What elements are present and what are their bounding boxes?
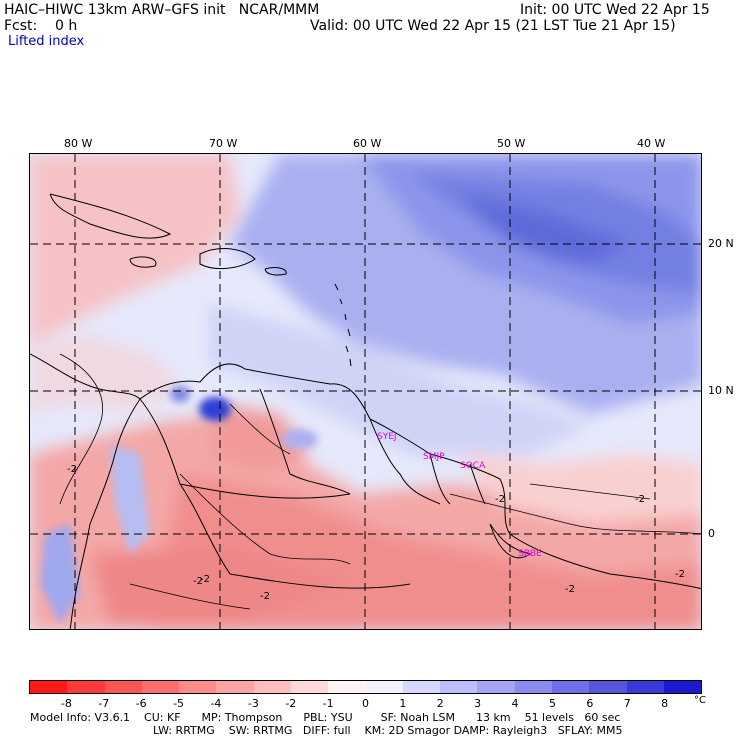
colorbar-tick-label: -8 <box>60 697 72 710</box>
station-label-syej: SYEJ <box>377 432 397 442</box>
contour-label: -2 <box>260 591 270 602</box>
colorbar-swatch <box>253 681 291 693</box>
colorbar-swatch <box>216 681 254 693</box>
colorbar-swatch <box>30 681 68 693</box>
colorbar <box>29 680 702 694</box>
model-physics: LW: RRTMG SW: RRTMG DIFF: full KM: 2D Sm… <box>153 724 623 737</box>
colorbar-tick-label: 6 <box>586 697 594 710</box>
lat-label-0: 0 <box>708 527 715 540</box>
field-label: Lifted index <box>8 34 85 49</box>
colorbar-swatch <box>514 681 552 693</box>
colorbar-tick-label: 7 <box>623 697 631 710</box>
model-title: HAIC–HIWC 13km ARW–GFS init NCAR/MMM <box>4 2 320 18</box>
valid-time: Valid: 00 UTC Wed 22 Apr 15 (21 LST Tue … <box>310 18 676 34</box>
colorbar-tick-label: -7 <box>98 697 110 710</box>
coastlines <box>30 193 701 629</box>
colorbar-tick-label: -4 <box>210 697 222 710</box>
lon-label-70w: 70 W <box>209 137 238 150</box>
colorbar-swatch <box>290 681 329 693</box>
colorbar-swatch <box>440 681 478 693</box>
colorbar-swatch <box>551 681 590 693</box>
contour-label: -2 <box>675 569 685 580</box>
colorbar-tick-label: -2 <box>285 697 297 710</box>
contour-label: -2 <box>565 584 575 595</box>
lon-label-60w: 60 W <box>353 137 382 150</box>
colorbar-unit: °C <box>694 695 706 706</box>
station-label-smjp: SMJP <box>423 452 445 462</box>
contour-label: -2 <box>193 576 203 587</box>
colorbar-swatch <box>663 681 702 693</box>
colorbar-tick-label: -6 <box>135 697 147 710</box>
colorbar-tick-label: 3 <box>474 697 482 710</box>
colorbar-tick-label: 1 <box>399 697 407 710</box>
contour-label: -2 <box>200 574 210 585</box>
colorbar-swatch <box>589 681 627 693</box>
station-label-sbbe: SBBE <box>518 549 542 559</box>
colorbar-swatch <box>67 681 105 693</box>
contour-lines <box>59 353 701 610</box>
contour-label: -2 <box>67 464 77 475</box>
colorbar-tick-label: -3 <box>247 697 259 710</box>
contour-label: -2 <box>635 494 645 505</box>
lon-label-80w: 80 W <box>64 137 93 150</box>
colorbar-tick-label: -1 <box>322 697 334 710</box>
colorbar-tick-label: 8 <box>661 697 669 710</box>
colorbar-tick-label: 0 <box>362 697 369 710</box>
lifted-index-map: -2 -2 -2 -2 -2 -2 -2 -2 SYEJ SMJP SOCA S… <box>29 153 702 630</box>
init-time: Init: 00 UTC Wed 22 Apr 15 <box>520 2 710 18</box>
colorbar-swatch <box>179 681 217 693</box>
graticule <box>30 154 701 629</box>
forecast-hour: Fcst: 0 h <box>4 18 78 34</box>
model-info: Model Info: V3.6.1 CU: KF MP: Thompson P… <box>30 711 621 724</box>
colorbar-swatch <box>328 681 366 693</box>
lat-label-20n: 20 N <box>708 237 734 250</box>
colorbar-tick-label: -5 <box>173 697 185 710</box>
colorbar-swatch <box>365 681 403 693</box>
contour-label: -2 <box>495 494 505 505</box>
map-field: -2 -2 -2 -2 -2 -2 -2 -2 <box>30 154 701 629</box>
colorbar-swatch <box>141 681 180 693</box>
lon-label-50w: 50 W <box>497 137 526 150</box>
station-label-soca: SOCA <box>460 461 486 471</box>
colorbar-swatch <box>626 681 664 693</box>
colorbar-swatch <box>104 681 142 693</box>
colorbar-swatch <box>477 681 515 693</box>
lon-label-40w: 40 W <box>637 137 666 150</box>
colorbar-tick-label: 4 <box>511 697 519 710</box>
colorbar-swatch <box>402 681 441 693</box>
colorbar-tick-label: 5 <box>548 697 556 710</box>
colorbar-tick-label: 2 <box>436 697 444 710</box>
lat-label-10n: 10 N <box>708 384 734 397</box>
